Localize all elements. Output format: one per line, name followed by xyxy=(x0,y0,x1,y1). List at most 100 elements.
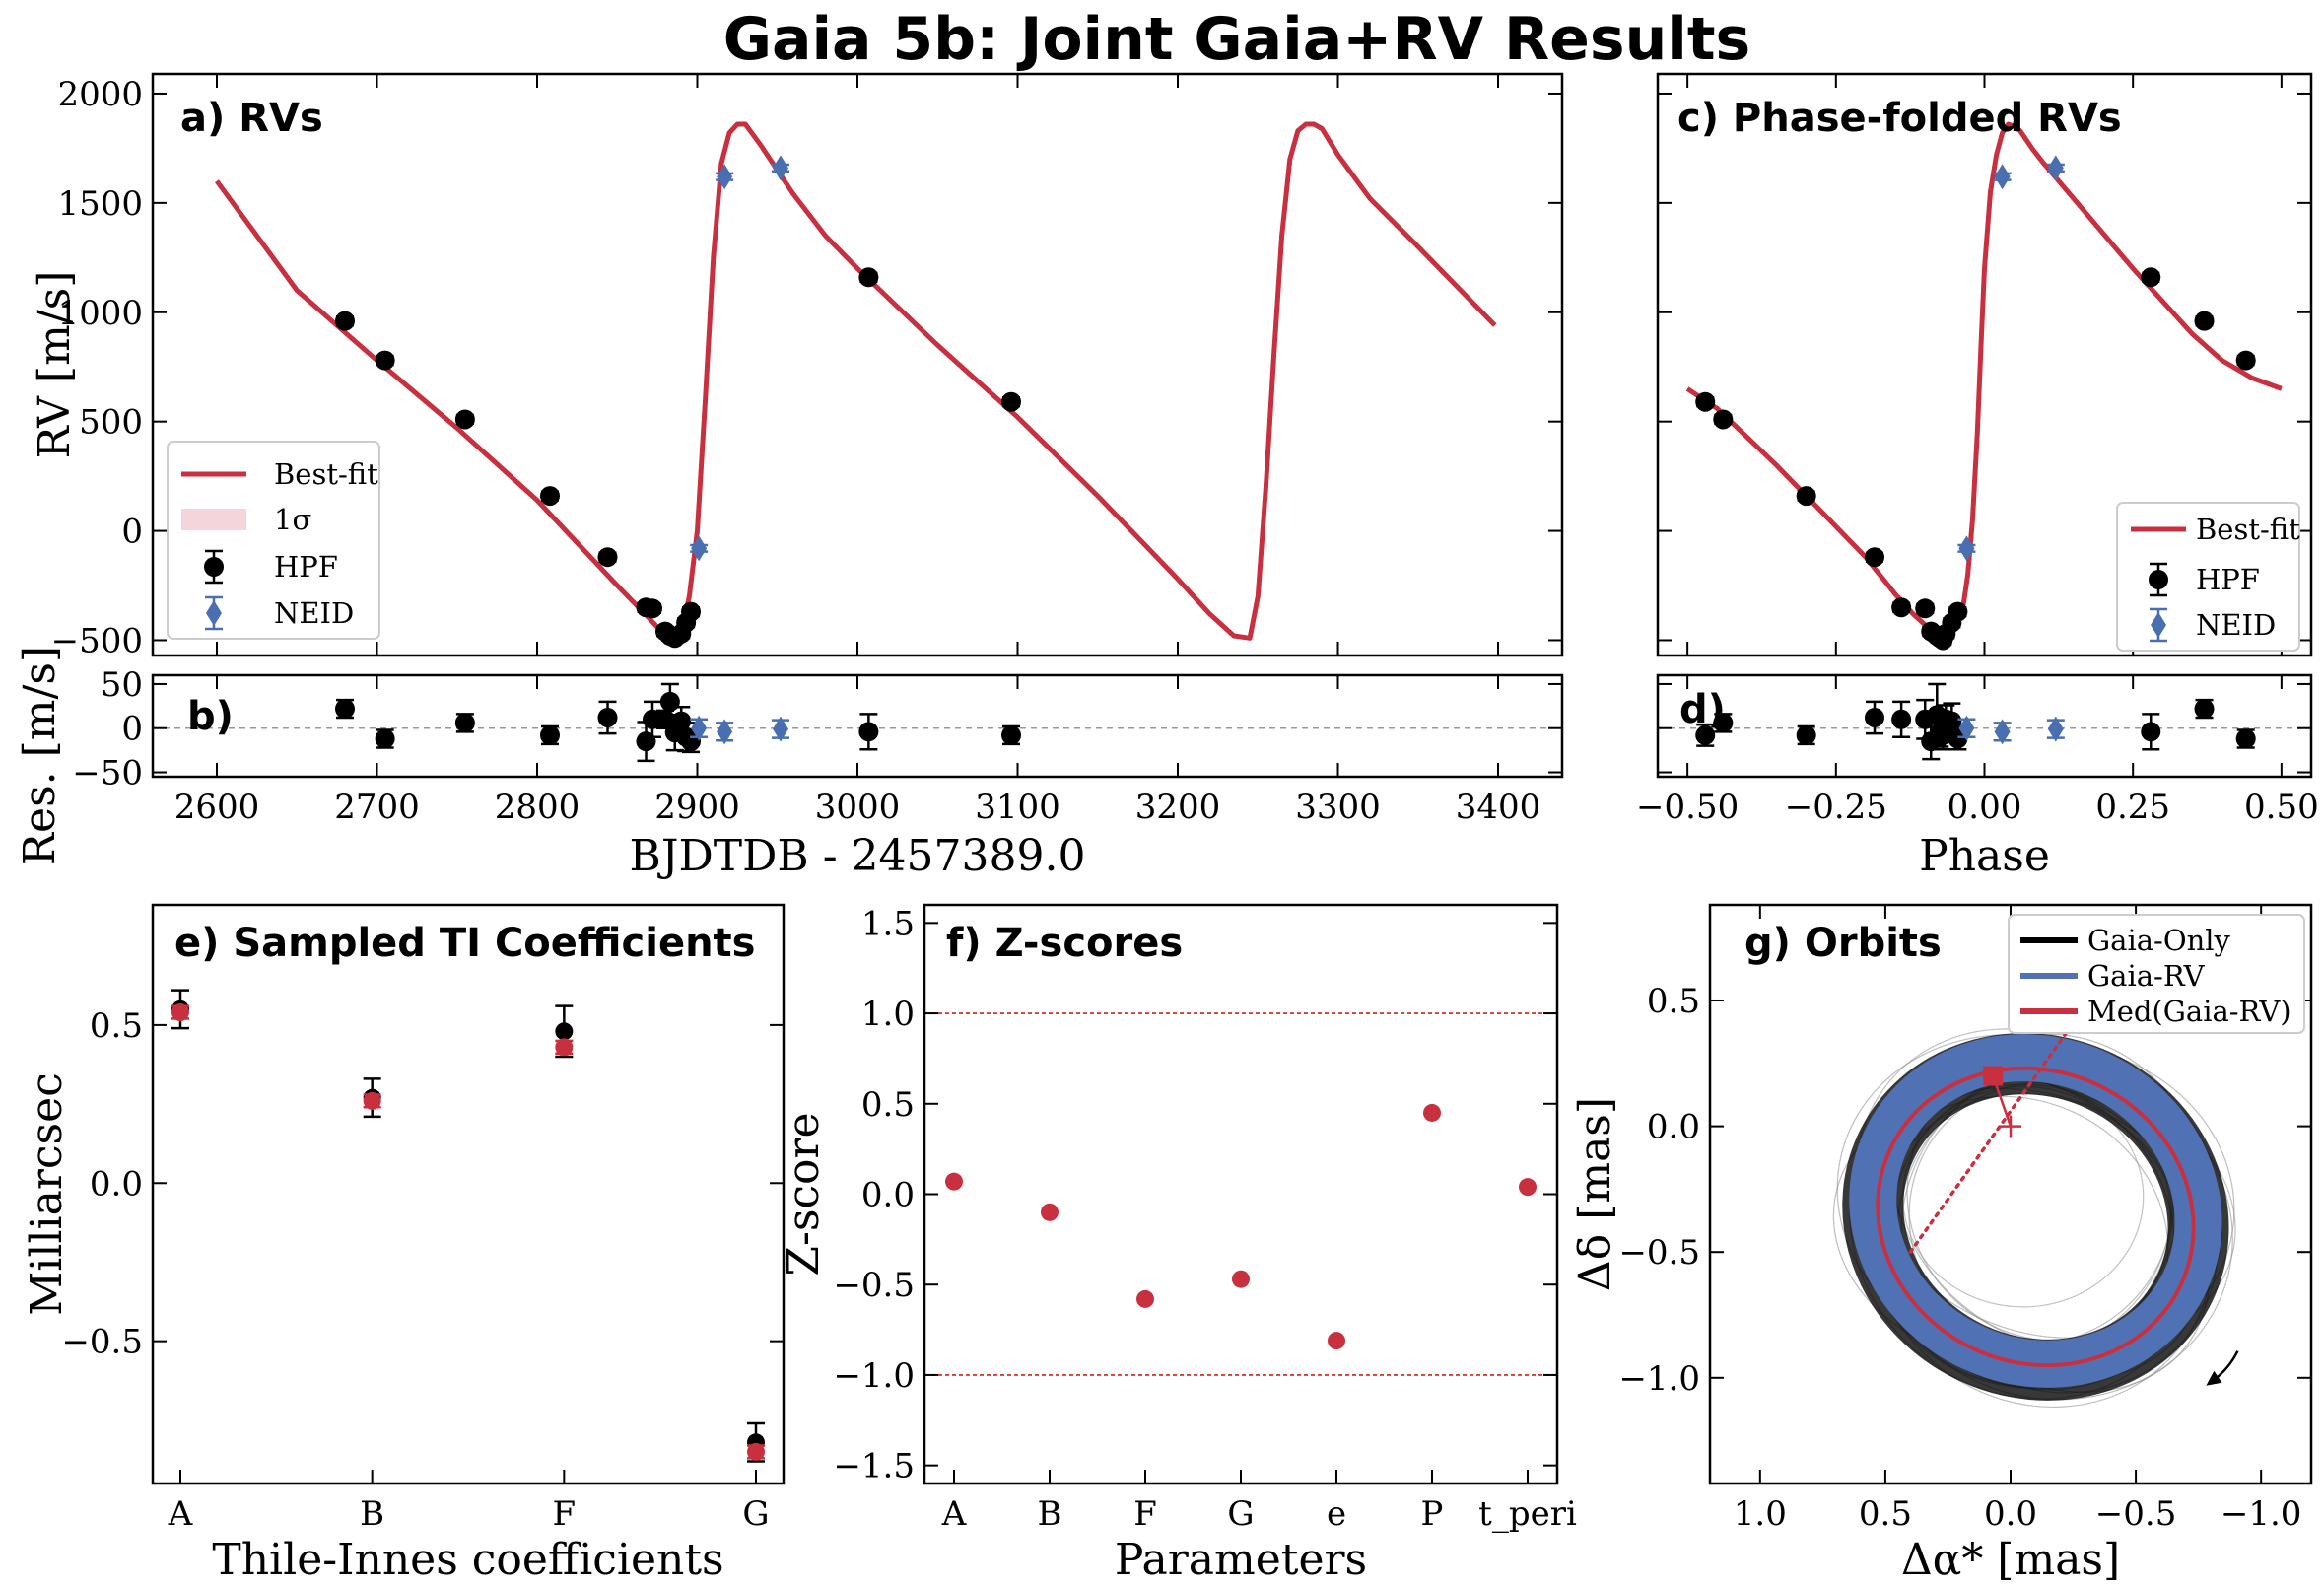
panel-label: c) Phase-folded RVs xyxy=(1677,96,2122,141)
y-tick-label: −500 xyxy=(51,621,143,660)
panel-label: f) Z-scores xyxy=(946,921,1183,966)
y-tick-label: 0 xyxy=(121,710,143,749)
x-tick-label: 2600 xyxy=(174,788,260,827)
hpf-point xyxy=(2194,310,2215,331)
orbit-area xyxy=(1832,986,2236,1409)
zscore-point xyxy=(945,1172,963,1191)
gaia-rv-orbit-band xyxy=(1849,1034,2222,1388)
neid-residual xyxy=(773,716,788,742)
x-axis-label: Phase xyxy=(1919,831,2050,881)
y-tick-label: 50 xyxy=(101,665,143,705)
hpf-point xyxy=(1891,597,1912,618)
legend-orbit-label: Med(Gaia-RV) xyxy=(2087,995,2291,1028)
hpf-residual xyxy=(1001,724,1021,745)
x-tick-label: 2700 xyxy=(334,788,420,827)
x-tick-label: −0.25 xyxy=(1785,788,1887,827)
y-tick-label: 1500 xyxy=(57,184,143,224)
neid-residual xyxy=(1994,719,2011,745)
hpf-residual xyxy=(2194,699,2215,720)
zscore-point xyxy=(1423,1103,1441,1122)
hpf-point xyxy=(375,350,395,371)
y-tick-label: −0.5 xyxy=(833,1266,915,1305)
hpf-point xyxy=(1695,391,1716,412)
neid-point xyxy=(717,164,733,190)
legend-neid-marker xyxy=(2151,612,2166,638)
y-tick-label: −50 xyxy=(72,754,143,794)
x-tick-label: 0.00 xyxy=(1948,788,2022,827)
y-tick-label: −0.5 xyxy=(61,1323,143,1362)
hpf-residual xyxy=(2141,722,2161,742)
hpf-residual xyxy=(1933,724,1953,745)
x-axis-label: Δα* [mas] xyxy=(1901,1535,2120,1585)
y-tick-label: 1.5 xyxy=(861,904,915,943)
y-tick-label: 0 xyxy=(121,513,143,552)
hpf-point xyxy=(2235,350,2256,371)
y-axis-label: Res. [m/s] xyxy=(15,646,65,865)
median-orbit-line xyxy=(1876,1066,2196,1368)
legend-neid: NEID xyxy=(274,596,354,630)
hpf-point xyxy=(1948,601,1968,622)
y-axis-label: Δδ [mas] xyxy=(1570,1097,1620,1291)
legend-hpf: HPF xyxy=(2196,563,2260,596)
x-tick-label: −1.0 xyxy=(2221,1494,2302,1534)
panel-label: d) xyxy=(1679,687,1726,732)
panel-d-frame xyxy=(1656,673,2313,779)
panel-label: a) RVs xyxy=(180,96,323,141)
neid-point xyxy=(1994,164,2011,190)
best-fit-line xyxy=(214,121,1497,641)
zscore-point xyxy=(1328,1332,1345,1350)
x-tick-label: 3400 xyxy=(1456,788,1541,827)
legend-neid: NEID xyxy=(2196,608,2276,642)
x-tick-label: B xyxy=(360,1494,384,1534)
x-tick-label: 3200 xyxy=(1135,788,1221,827)
hpf-point xyxy=(643,598,662,619)
legend-1sigma: 1σ xyxy=(274,503,311,536)
panel-label: g) Orbits xyxy=(1744,921,1942,966)
hpf-residual xyxy=(1695,724,1716,745)
x-tick-label: 0.50 xyxy=(2244,788,2319,827)
hpf-point xyxy=(1864,547,1884,568)
x-tick-label: 1.0 xyxy=(1734,1494,1787,1534)
x-tick-label: 3100 xyxy=(975,788,1060,827)
ti-point xyxy=(171,1003,189,1022)
x-axis-label: BJDTDB - 2457389.0 xyxy=(630,831,1086,881)
y-tick-label: −1.5 xyxy=(833,1447,915,1486)
legend-neid-marker xyxy=(206,600,222,626)
zscore-point xyxy=(1041,1203,1059,1221)
neid-residual xyxy=(2047,716,2064,742)
neid-point xyxy=(1958,535,1975,562)
hpf-residual xyxy=(858,722,879,742)
y-tick-label: 1000 xyxy=(57,294,143,333)
legend-hpf-marker xyxy=(204,557,224,577)
x-axis-label: Thile-Innes coefficients xyxy=(212,1535,723,1585)
hpf-point xyxy=(1915,598,1936,619)
y-axis-label: Milliarcsec xyxy=(22,1072,72,1316)
panel-label: b) xyxy=(187,694,234,739)
x-tick-label: 0.25 xyxy=(2095,788,2170,827)
panel-b-residuals: −50 0 50 2600 2700 2800 2900 3000 3100 3200 3300 34… xyxy=(15,646,1564,881)
legend-hpf-marker xyxy=(2149,570,2168,589)
legend-best-fit: Best-fit xyxy=(274,457,378,491)
neid-residual xyxy=(717,719,733,745)
zscore-point xyxy=(1232,1270,1250,1288)
neid-residual xyxy=(1958,715,1975,741)
y-tick-label: 0.0 xyxy=(1647,1108,1700,1147)
y-tick-label: −0.5 xyxy=(1618,1233,1700,1273)
legend-orbit-label: Gaia-RV xyxy=(2087,959,2206,993)
hpf-point xyxy=(540,486,560,507)
hpf-residual xyxy=(540,724,560,745)
x-tick-label: P xyxy=(1421,1494,1444,1534)
x-tick-label: 2800 xyxy=(495,788,581,827)
figure-title: Gaia 5b: Joint Gaia+RV Results xyxy=(723,5,1751,74)
hpf-point xyxy=(858,267,879,288)
x-tick-label: G xyxy=(1227,1494,1254,1534)
hpf-point xyxy=(2141,267,2161,288)
y-axis-label: Z-score xyxy=(779,1112,829,1276)
x-tick-label: G xyxy=(742,1494,769,1534)
zscore-point xyxy=(1519,1178,1537,1197)
hpf-point xyxy=(1001,391,1021,412)
panel-d-phase-residuals: −0.50 −0.25 0.00 0.25 0.50 d) Phase xyxy=(1636,673,2319,881)
x-axis-label: Parameters xyxy=(1115,1535,1367,1585)
